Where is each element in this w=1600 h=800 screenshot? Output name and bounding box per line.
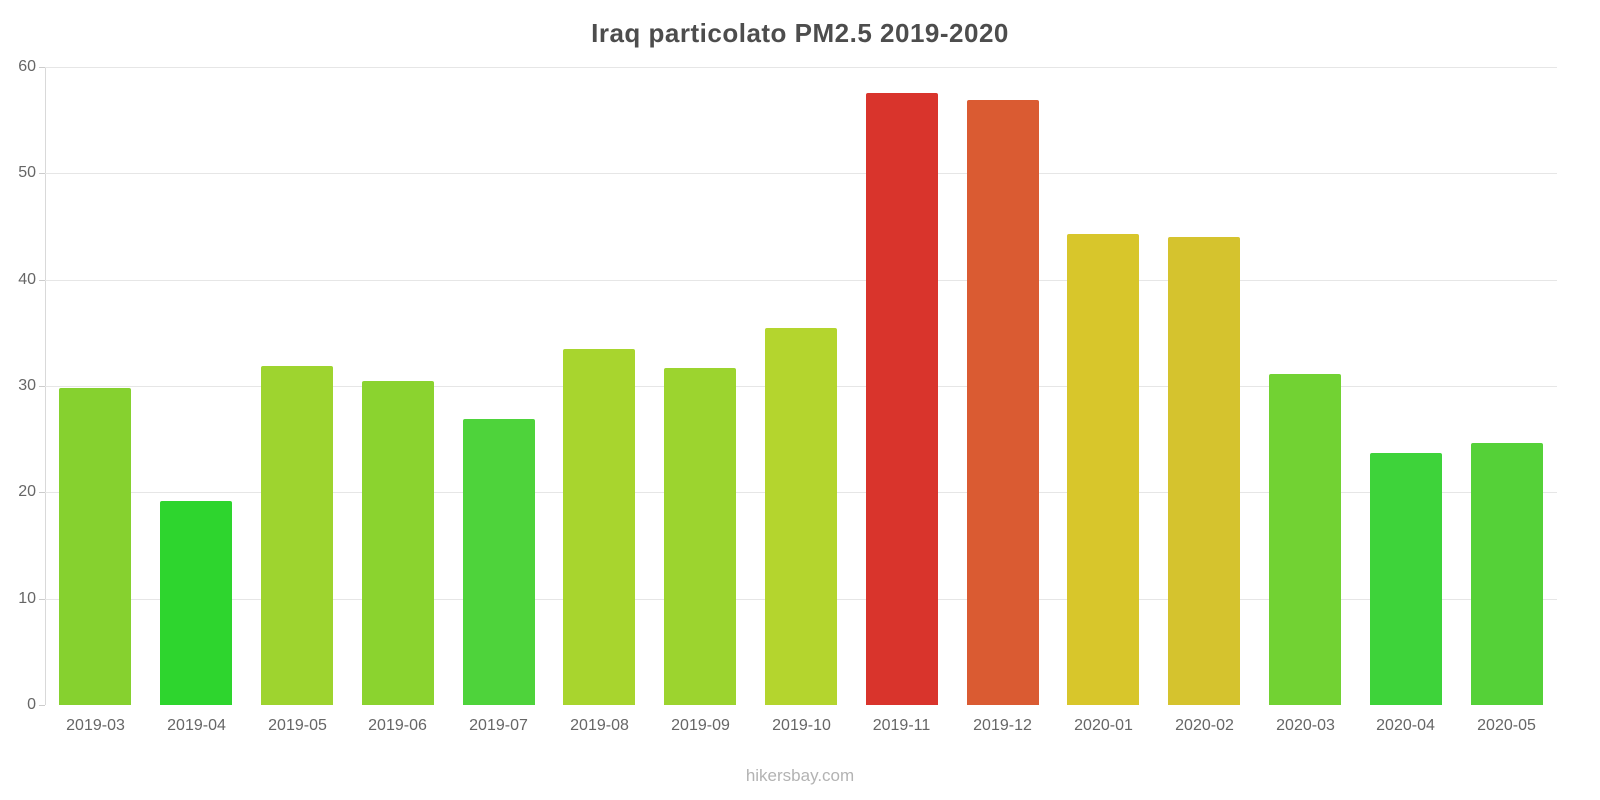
bar-2019-08 — [563, 349, 635, 705]
gridline-y-60 — [45, 67, 1557, 68]
y-tick-mark-30 — [39, 386, 45, 387]
y-tick-label-10: 10 — [18, 590, 36, 607]
y-tick-label-30: 30 — [18, 377, 36, 394]
y-tick-mark-10 — [39, 599, 45, 600]
x-tick-label-2020-02: 2020-02 — [1175, 717, 1234, 734]
bar-2020-05 — [1471, 443, 1543, 705]
y-tick-mark-20 — [39, 492, 45, 493]
x-tick-label-2019-05: 2019-05 — [268, 717, 327, 734]
y-tick-label-60: 60 — [18, 58, 36, 75]
y-tick-label-50: 50 — [18, 164, 36, 181]
bar-2019-12 — [967, 100, 1039, 705]
x-tick-label-2020-04: 2020-04 — [1376, 717, 1435, 734]
x-tick-label-2020-05: 2020-05 — [1477, 717, 1536, 734]
bar-2019-06 — [362, 381, 434, 705]
x-tick-label-2020-03: 2020-03 — [1276, 717, 1335, 734]
y-tick-label-40: 40 — [18, 271, 36, 288]
x-tick-label-2019-12: 2019-12 — [973, 717, 1032, 734]
bar-2019-11 — [866, 93, 938, 705]
x-tick-label-2019-08: 2019-08 — [570, 717, 629, 734]
bar-2019-09 — [664, 368, 736, 705]
bar-2020-01 — [1067, 234, 1139, 705]
x-tick-label-2019-06: 2019-06 — [368, 717, 427, 734]
y-tick-mark-50 — [39, 173, 45, 174]
x-tick-label-2019-09: 2019-09 — [671, 717, 730, 734]
bar-2019-07 — [463, 419, 535, 705]
x-tick-label-2019-07: 2019-07 — [469, 717, 528, 734]
x-tick-label-2019-04: 2019-04 — [167, 717, 226, 734]
bar-2020-03 — [1269, 374, 1341, 705]
bar-2019-10 — [765, 328, 837, 705]
x-tick-label-2019-11: 2019-11 — [872, 717, 931, 734]
bar-2019-05 — [261, 366, 333, 705]
y-tick-mark-0 — [39, 705, 45, 706]
chart-title: Iraq particolato PM2.5 2019-2020 — [591, 18, 1009, 48]
bar-2019-03 — [59, 388, 131, 705]
y-tick-label-0: 0 — [27, 696, 36, 713]
bar-2020-04 — [1370, 453, 1442, 705]
plot-area — [45, 67, 1557, 705]
x-tick-label-2020-01: 2020-01 — [1074, 717, 1133, 734]
y-tick-label-20: 20 — [18, 483, 36, 500]
x-tick-label-2019-10: 2019-10 — [772, 717, 831, 734]
bar-2020-02 — [1168, 237, 1240, 705]
y-tick-mark-40 — [39, 280, 45, 281]
source-attribution: hikersbay.com — [745, 766, 855, 785]
bar-2019-04 — [160, 501, 232, 705]
x-tick-label-2019-03: 2019-03 — [66, 717, 125, 734]
gridline-y-50 — [45, 173, 1557, 174]
gridline-y-40 — [45, 280, 1557, 281]
y-tick-mark-60 — [39, 67, 45, 68]
